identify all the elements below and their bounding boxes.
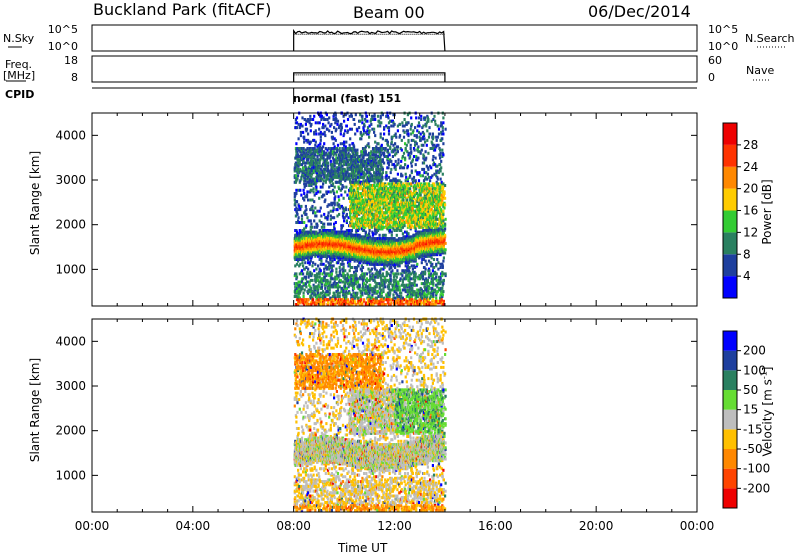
noise-left-tick-top: 10^5 (48, 23, 78, 36)
velocity-panel-ytick-label: 3000 (55, 379, 86, 393)
power-colorbar-swatch (723, 167, 737, 189)
freq-unit-label: [MHz] (3, 69, 35, 82)
station-title: Buckland Park (fitACF) (93, 0, 271, 19)
power-colorbar-swatch (723, 254, 737, 276)
noise-right-tick-bottom: 10^0 (708, 40, 738, 53)
noise-panel-frame (92, 25, 697, 51)
power-ylabel: Slant Range [km] (28, 148, 42, 258)
noise-sky-label: N.Sky (3, 32, 34, 45)
freq-left-tick-bottom: 8 (71, 71, 78, 84)
velocity-colorbar-label: Velocity [m s-1] (760, 347, 775, 477)
velocity-colorbar-swatch (723, 370, 737, 390)
noise-right-tick-top: 10^5 (708, 23, 738, 36)
time-tick-label: 08:00 (276, 519, 311, 533)
power-colorbar-swatch (723, 145, 737, 167)
power-colorbar-swatch (723, 123, 737, 145)
power-colorbar-tick-label: 20 (743, 182, 758, 196)
velocity-panel-ytick-label: 4000 (55, 334, 86, 348)
time-tick-label: 00:00 (680, 519, 715, 533)
velocity-colorbar-swatch (723, 351, 737, 371)
nave-label: Nave (746, 64, 774, 77)
power-colorbar-swatch (723, 232, 737, 254)
velocity-colorbar-swatch (723, 488, 737, 508)
velocity-panel-ytick-label: 2000 (55, 424, 86, 438)
power-panel-ytick-label: 1000 (55, 262, 86, 276)
cpid-annotation: normal (fast) 151 (293, 92, 401, 105)
power-colorbar-swatch (723, 211, 737, 233)
velocity-panel-ytick-label: 1000 (55, 468, 86, 482)
power-colorbar-tick-label: 8 (743, 247, 751, 261)
power-colorbar-tick-label: 4 (743, 269, 751, 283)
velocity-colorbar-swatch (723, 429, 737, 449)
time-tick-label: 12:00 (377, 519, 412, 533)
power-colorbar-tick-label: 12 (743, 225, 758, 239)
time-tick-label: 16:00 (478, 519, 513, 533)
velocity-colorbar-tick-label: 15 (743, 403, 758, 417)
time-tick-label: 20:00 (579, 519, 614, 533)
power-colorbar-tick-label: 16 (743, 204, 758, 218)
freq-line (294, 73, 445, 82)
velocity-colorbar-swatch (723, 449, 737, 469)
beam-title: Beam 00 (353, 3, 425, 22)
freq-right-tick-bottom: 0 (708, 71, 715, 84)
freq-left-tick-top: 18 (64, 54, 78, 67)
freq-right-tick-top: 60 (708, 54, 722, 67)
power-colorbar-swatch (723, 189, 737, 211)
power-colorbar-tick-label: 28 (743, 138, 758, 152)
time-axis-label: Time UT (338, 541, 387, 555)
cpid-label: CPID (5, 88, 34, 101)
time-tick-label: 04:00 (176, 519, 211, 533)
velocity-colorbar-swatch (723, 469, 737, 489)
velocity-colorbar-tick-label: 50 (743, 383, 758, 397)
velocity-colorbar-swatch (723, 390, 737, 410)
power-colorbar-label: Power [dB] (760, 172, 774, 252)
noise-search-label: N.Search (745, 32, 795, 45)
freq-panel-frame (92, 56, 697, 82)
power-colorbar-swatch (723, 276, 737, 298)
velocity-colorbar-swatch (723, 331, 737, 351)
velocity-ylabel: Slant Range [km] (28, 355, 42, 465)
noise-left-tick-bottom: 10^0 (48, 40, 78, 53)
power-colorbar-tick-label: 24 (743, 160, 758, 174)
power-panel-ytick-label: 3000 (55, 173, 86, 187)
velocity-colorbar-tick-label: -200 (743, 481, 770, 495)
power-panel-ytick-label: 4000 (55, 128, 86, 142)
date-title: 06/Dec/2014 (588, 2, 691, 21)
power-panel-ytick-label: 2000 (55, 218, 86, 232)
velocity-colorbar-swatch (723, 410, 737, 430)
time-tick-label: 00:00 (75, 519, 110, 533)
